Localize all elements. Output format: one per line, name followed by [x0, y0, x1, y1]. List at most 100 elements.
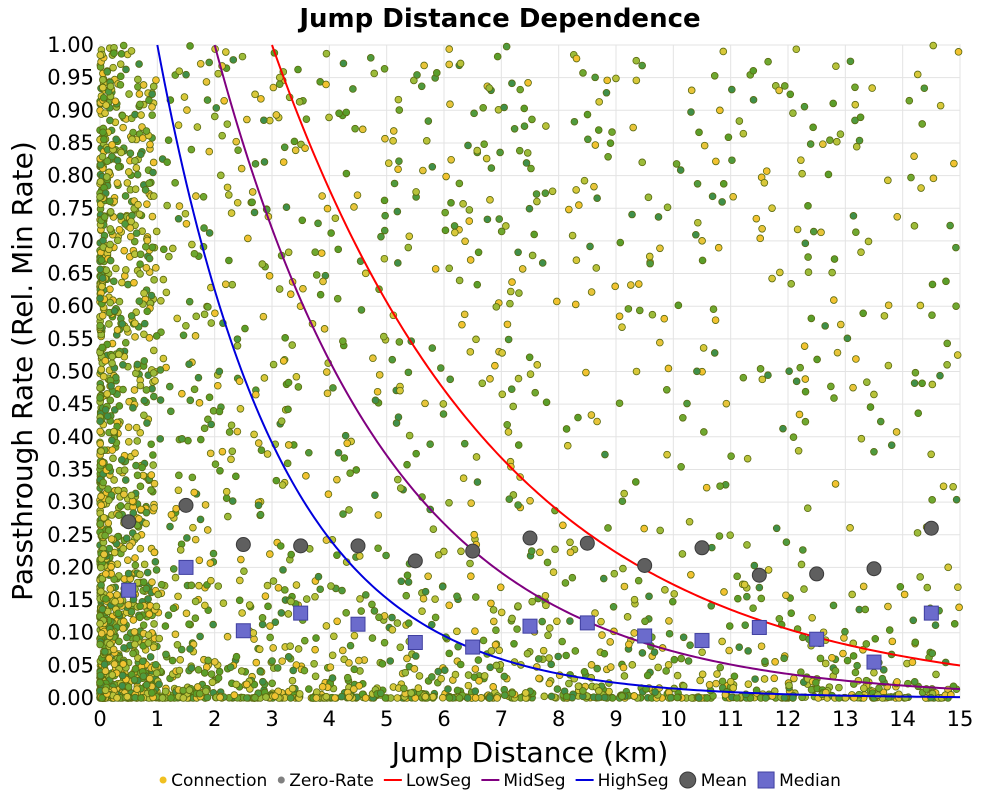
connection-point	[147, 471, 156, 479]
zero-rate-point	[514, 248, 522, 257]
connection-point	[916, 573, 924, 581]
mean-marker	[809, 566, 825, 582]
connection-point	[101, 667, 110, 675]
connection-point	[218, 447, 227, 456]
connection-point	[269, 83, 278, 92]
zero-rate-point	[541, 189, 550, 197]
connection-point	[466, 348, 475, 356]
zero-rate-point	[931, 621, 940, 630]
connection-point	[136, 428, 145, 437]
zero-rate-point	[177, 645, 186, 654]
connection-point	[237, 555, 245, 564]
zero-rate-point	[792, 377, 801, 386]
connection-point	[176, 656, 184, 664]
connection-point	[713, 670, 721, 678]
zero-rate-point	[167, 407, 175, 416]
connection-point	[110, 660, 119, 668]
zero-rate-point	[807, 314, 816, 323]
legend-median-label: Median	[779, 771, 841, 791]
zero-rate-point	[402, 591, 411, 600]
zero-rate-point	[98, 343, 107, 352]
zero-rate-point	[826, 136, 834, 145]
connection-point	[214, 69, 223, 78]
zero-rate-point	[586, 242, 594, 251]
zero-rate-point	[191, 614, 200, 622]
connection-point	[471, 627, 479, 635]
connection-point	[318, 683, 327, 691]
zero-rate-point	[119, 360, 127, 369]
zero-rate-point	[103, 412, 112, 420]
connection-point	[260, 374, 269, 382]
zero-rate-point	[340, 454, 349, 462]
connection-point	[533, 197, 541, 206]
connection-point	[125, 168, 133, 176]
connection-point	[665, 617, 673, 625]
zero-rate-point	[121, 192, 130, 200]
zero-rate-point	[500, 672, 509, 681]
connection-point	[192, 192, 200, 200]
zero-rate-point	[259, 677, 267, 686]
connection-point	[457, 547, 465, 556]
connection-point	[223, 120, 232, 128]
connection-point	[632, 367, 641, 376]
connection-point	[355, 552, 364, 560]
connection-point	[216, 693, 224, 702]
connection-point	[464, 681, 473, 690]
zero-rate-point	[750, 561, 759, 570]
connection-point	[97, 447, 105, 455]
zero-rate-point	[527, 547, 536, 555]
zero-rate-point	[190, 249, 199, 258]
connection-point	[97, 501, 105, 510]
zero-rate-point	[471, 593, 480, 601]
connection-point	[830, 296, 838, 304]
connection-point	[943, 360, 951, 369]
connection-point	[134, 75, 142, 84]
zero-rate-point	[650, 648, 659, 657]
connection-point	[797, 156, 805, 164]
connection-point	[491, 641, 500, 649]
connection-point	[590, 182, 598, 191]
connection-point	[149, 461, 157, 469]
y-tick-label: 0.65	[47, 262, 94, 286]
connection-point	[110, 476, 118, 484]
zero-rate-point	[751, 675, 759, 683]
connection-point	[545, 679, 554, 688]
zero-rate-point	[855, 136, 864, 145]
connection-point	[261, 592, 270, 600]
zero-rate-point	[441, 666, 449, 674]
connection-point	[254, 439, 263, 447]
connection-point	[157, 297, 165, 305]
connection-point	[790, 674, 798, 683]
connection-point	[760, 675, 769, 683]
connection-point	[705, 680, 714, 689]
zero-rate-point	[479, 636, 488, 645]
median-marker	[178, 559, 194, 575]
connection-point	[237, 164, 246, 173]
axis-ticks: 0 1 2 3 4 5 6 7 8 9 10 11 12 13 14 150.000.050.100.150.…	[47, 33, 973, 731]
zero-rate-point	[879, 666, 888, 674]
zero-rate-point	[375, 613, 383, 622]
connection-point	[456, 59, 465, 68]
legend-lowseg-label: LowSeg	[406, 771, 472, 791]
zero-rate-point	[571, 647, 580, 655]
zero-rate-point	[135, 297, 144, 305]
legend-connection-swatch	[159, 776, 167, 784]
zero-rate-point	[103, 67, 112, 76]
connection-point	[442, 172, 450, 181]
connection-point	[630, 595, 639, 604]
connection-point	[102, 570, 110, 578]
zero-rate-point	[719, 180, 728, 188]
connection-point	[107, 563, 115, 571]
connection-point	[133, 685, 141, 693]
connection-point	[105, 320, 113, 328]
zero-rate-point	[437, 364, 445, 372]
y-tick-label: 0.90	[47, 98, 94, 122]
connection-point	[182, 609, 191, 618]
connection-point	[640, 524, 648, 533]
connection-point	[227, 421, 236, 430]
connection-point	[114, 486, 122, 495]
zero-rate-point	[670, 655, 679, 664]
connection-point	[322, 368, 331, 376]
connection-point	[106, 285, 114, 294]
connection-point	[572, 186, 580, 194]
